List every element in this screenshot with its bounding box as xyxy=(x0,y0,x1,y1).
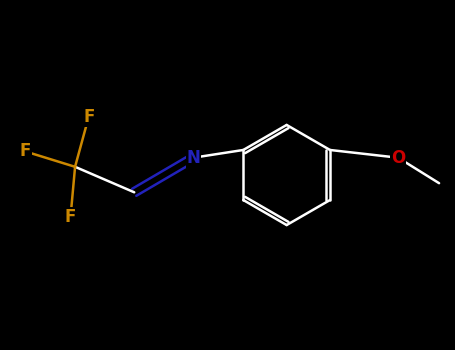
Text: F: F xyxy=(65,208,76,226)
Text: N: N xyxy=(187,149,200,167)
Text: O: O xyxy=(391,149,405,167)
Text: F: F xyxy=(20,142,31,160)
Text: F: F xyxy=(83,108,95,126)
